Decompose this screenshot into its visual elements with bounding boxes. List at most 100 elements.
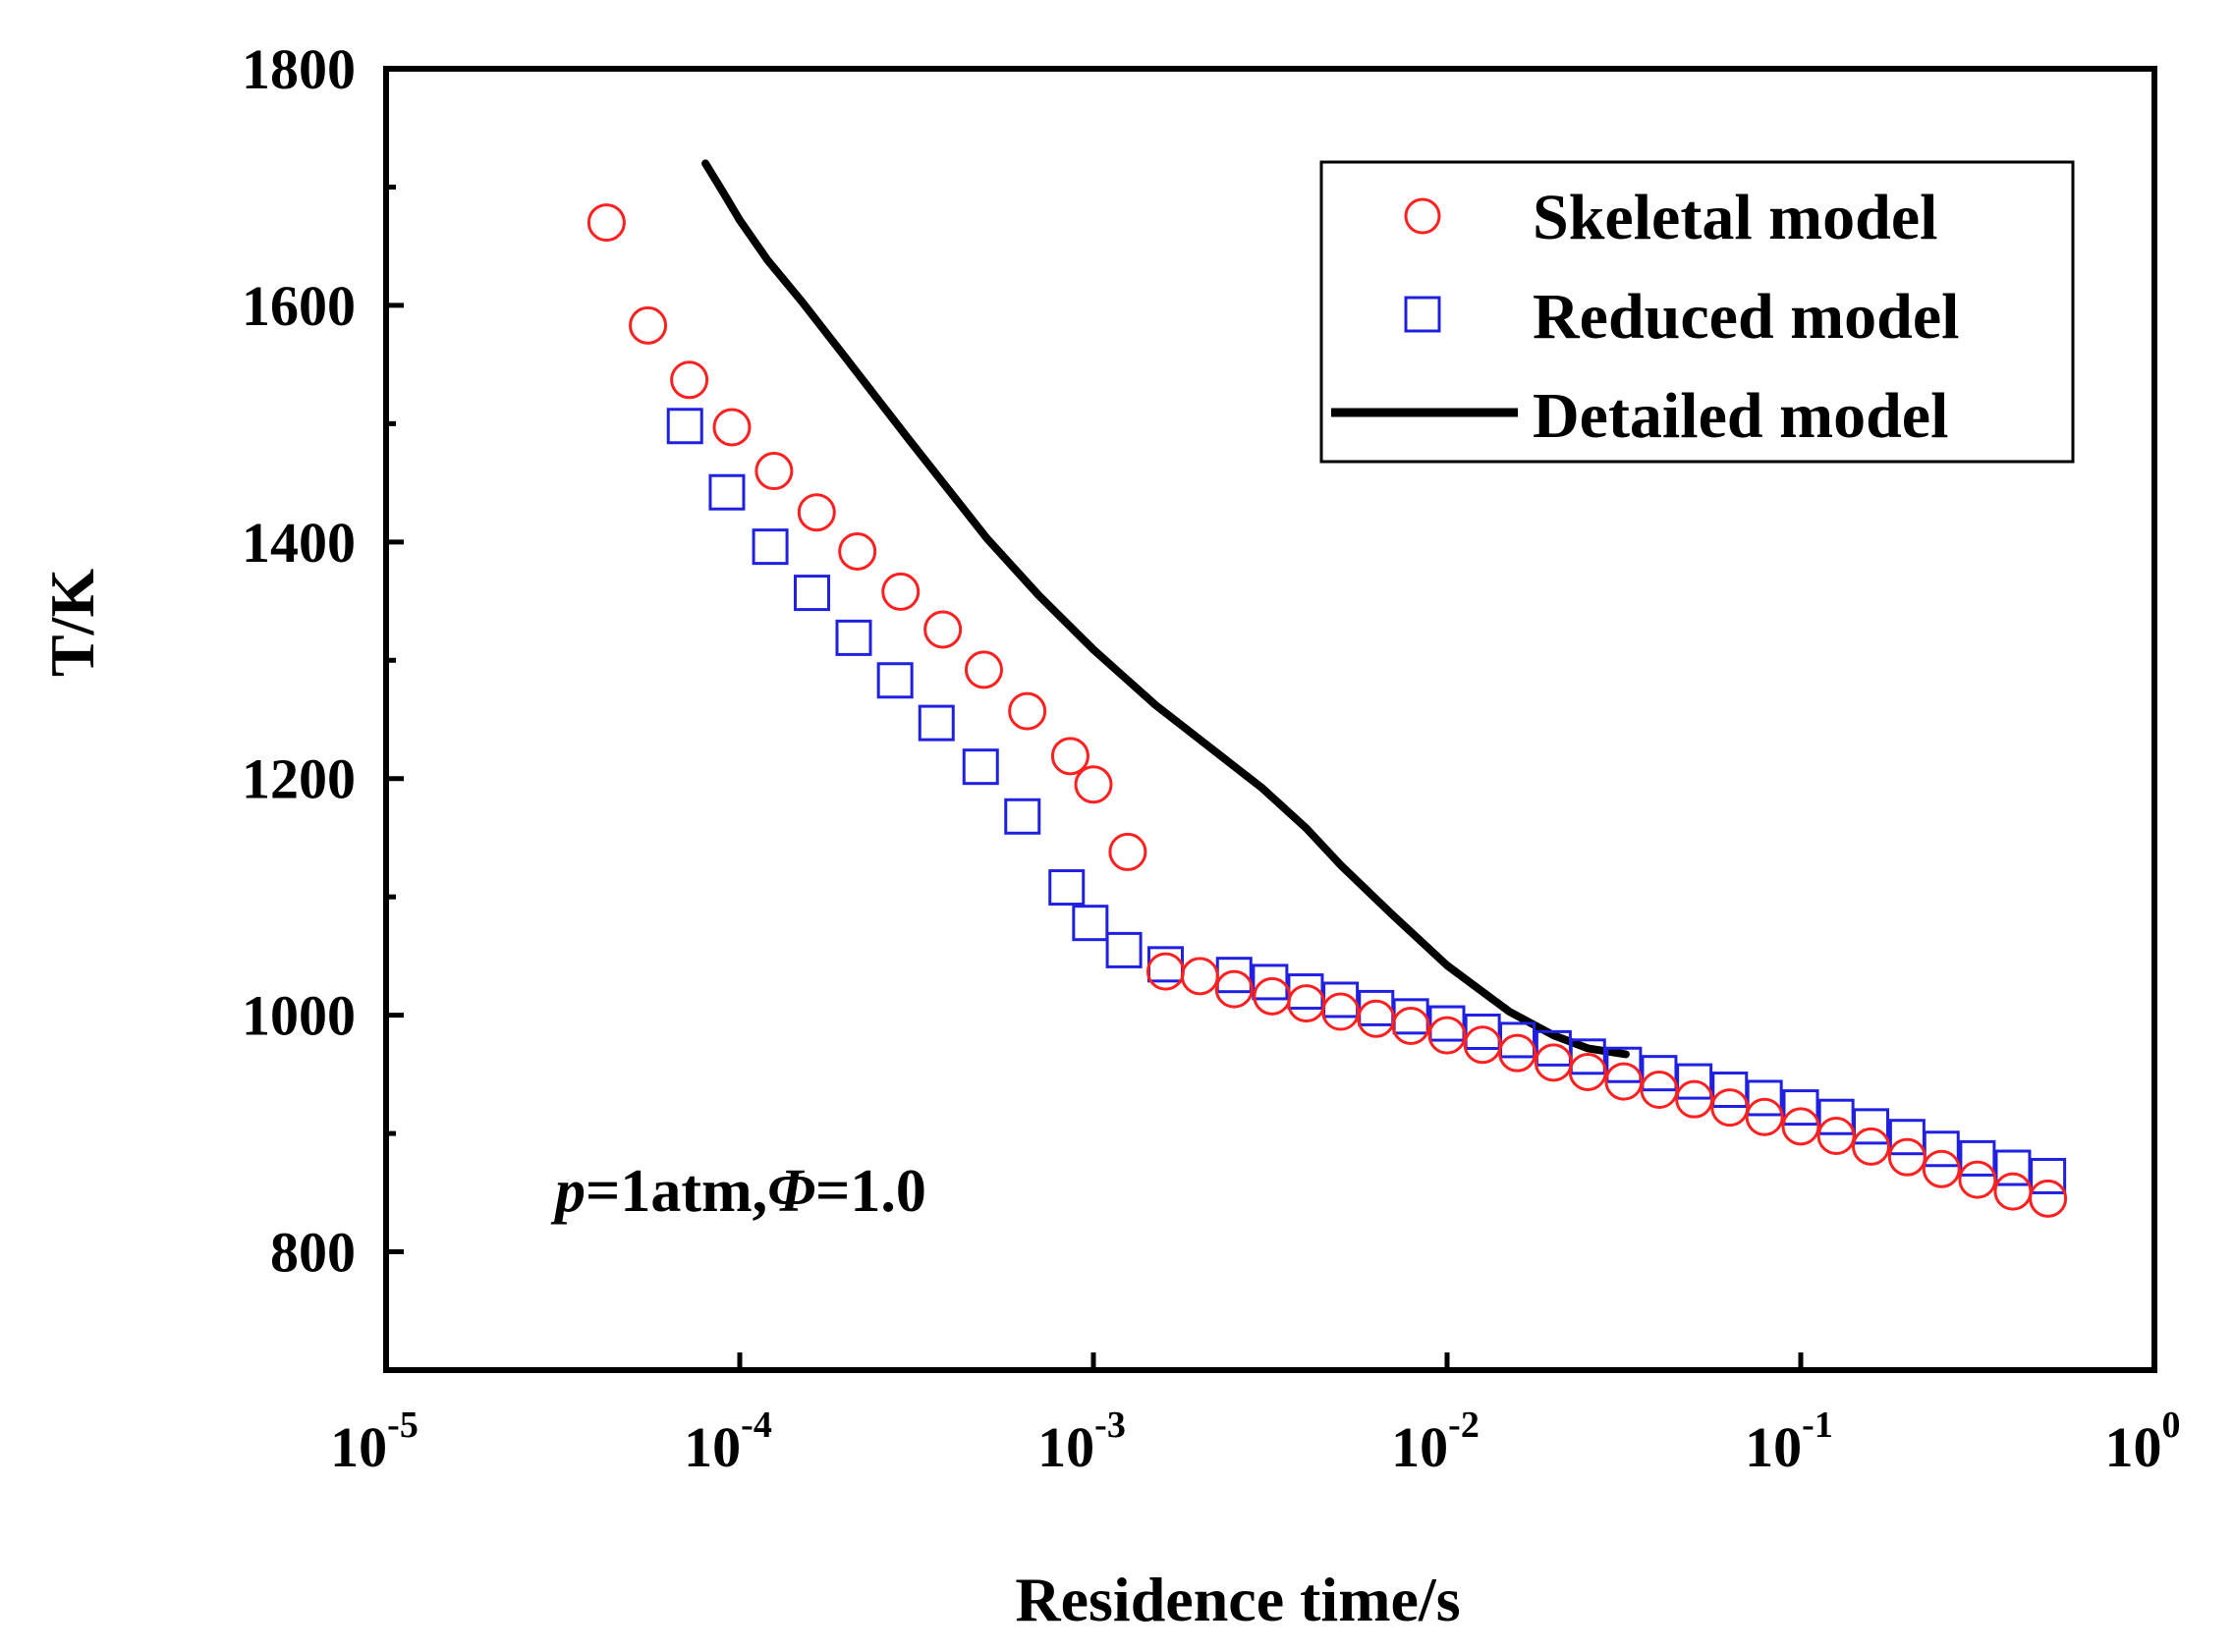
x-tick-exponent: 0	[2162, 1404, 2181, 1446]
skeletal-model-point	[1816, 1117, 1856, 1155]
reduced-model-point	[1853, 1108, 1890, 1145]
reduced-model-point	[1605, 1046, 1643, 1083]
x-tick-label: 10-4	[684, 1404, 772, 1479]
series-reduced-model	[666, 408, 2067, 1194]
skeletal-model-point	[1145, 952, 1185, 991]
skeletal-model-point	[1958, 1160, 1997, 1199]
skeletal-model-point	[712, 408, 752, 447]
skeletal-model-point	[1887, 1137, 1927, 1177]
reduced-model-point	[1048, 869, 1086, 907]
skeletal-model-point	[586, 203, 626, 243]
annotation-phi: Φ	[767, 1158, 815, 1225]
y-tick-labels: 800 1000 1200 1400 1600 1800	[242, 37, 356, 1285]
skeletal-model-point	[1993, 1172, 2033, 1211]
skeletal-model-point	[1640, 1071, 1679, 1110]
reduced-model-point	[918, 704, 955, 742]
skeletal-model-point	[1463, 1025, 1502, 1065]
y-tick-label: 1400	[242, 511, 356, 575]
reduced-model-point	[1959, 1139, 1996, 1177]
skeletal-model-point	[964, 650, 1003, 689]
x-tick-exponent: -2	[1448, 1404, 1480, 1446]
x-tick-label: 10-3	[1037, 1404, 1126, 1479]
annotation-p: p	[550, 1158, 586, 1225]
skeletal-model-point	[1568, 1052, 1607, 1091]
y-axis-title: T/K	[37, 569, 107, 677]
legend: Skeletal model Reduced model Detailed mo…	[1319, 160, 2075, 464]
reduced-model-point	[876, 662, 914, 699]
reduced-model-point	[1072, 905, 1109, 942]
x-tick-base: 10	[2105, 1415, 2162, 1479]
reduced-model-point	[1994, 1149, 2032, 1186]
series-skeletal-model	[586, 203, 2068, 1218]
skeletal-model-point	[1710, 1088, 1750, 1128]
x-tick-base: 10	[330, 1415, 387, 1479]
x-axis-title: Residence time/s	[1015, 1565, 1460, 1634]
skeletal-model-point	[1050, 737, 1089, 776]
reduced-model-point	[1105, 931, 1143, 968]
reduced-model-point	[666, 408, 703, 445]
x-tick-base: 10	[1745, 1415, 1802, 1479]
legend-marker-reduced	[1404, 296, 1441, 333]
x-tick-exponent: -1	[1802, 1404, 1833, 1446]
x-tick-base: 10	[1037, 1415, 1094, 1479]
skeletal-model-point	[1391, 1006, 1430, 1045]
reduced-model-point	[1358, 989, 1395, 1026]
skeletal-model-point	[754, 452, 794, 491]
skeletal-model-point	[670, 360, 709, 400]
skeletal-model-point	[1321, 992, 1361, 1031]
reduced-model-point	[835, 619, 872, 656]
annotation-part1: =1atm,	[586, 1158, 767, 1225]
reduced-model-point	[1428, 1005, 1466, 1042]
x-tick-exponent: -4	[741, 1404, 772, 1446]
reduced-model-point	[1392, 998, 1429, 1035]
legend-label-reduced: Reduced model	[1533, 281, 1959, 353]
skeletal-model-point	[1180, 957, 1219, 996]
reduced-model-point	[708, 473, 746, 511]
skeletal-model-point	[1781, 1107, 1820, 1146]
reduced-model-point	[1888, 1119, 1926, 1156]
series-detailed-model	[701, 159, 1630, 1059]
reduced-model-point	[1676, 1063, 1713, 1100]
reduced-model-point	[1641, 1055, 1678, 1092]
y-tick-label: 1200	[242, 747, 356, 811]
axis-ticks	[383, 66, 2157, 1370]
reduced-model-point	[752, 528, 789, 566]
y-tick-label: 1800	[242, 37, 356, 101]
reduced-model-point	[1746, 1079, 1783, 1117]
plot-frame	[383, 66, 2157, 1373]
skeletal-model-point	[1604, 1062, 1644, 1101]
reduced-model-point	[793, 575, 830, 612]
skeletal-model-point	[1534, 1043, 1573, 1082]
reduced-model-point	[1252, 964, 1289, 1001]
skeletal-model-point	[1074, 765, 1113, 804]
skeletal-model-point	[1427, 1016, 1467, 1055]
skeletal-model-point	[838, 531, 877, 571]
skeletal-model-point	[1108, 832, 1147, 871]
skeletal-model-point	[2029, 1179, 2068, 1218]
skeletal-model-point	[1852, 1127, 1891, 1166]
condition-annotation: p=1atm,Φ=1.0	[550, 1158, 926, 1225]
detailed-model-line	[701, 159, 1630, 1059]
skeletal-model-point	[797, 493, 836, 532]
skeletal-model-point	[1357, 999, 1396, 1038]
reduced-model-point	[1782, 1089, 1819, 1127]
x-tick-label: 10-2	[1391, 1404, 1480, 1479]
skeletal-model-point	[1287, 984, 1326, 1023]
skeletal-model-point	[629, 305, 668, 345]
annotation-part2: =1.0	[815, 1158, 926, 1225]
y-tick-label: 1600	[242, 274, 356, 338]
reduced-model-point	[1923, 1130, 1960, 1168]
skeletal-model-point	[1214, 969, 1254, 1009]
reduced-model-point	[1004, 798, 1041, 835]
x-tick-label: 10-1	[1745, 1404, 1833, 1479]
x-tick-exponent: -3	[1094, 1404, 1126, 1446]
legend-label-skeletal: Skeletal model	[1533, 182, 1937, 253]
x-tick-label: 10-5	[330, 1404, 419, 1479]
skeletal-model-point	[1498, 1033, 1537, 1073]
reduced-model-point	[2030, 1157, 2067, 1194]
legend-marker-skeletal	[1404, 197, 1441, 235]
reduced-model-point	[962, 748, 999, 786]
x-tick-base: 10	[684, 1415, 741, 1479]
x-tick-label: 100	[2105, 1404, 2181, 1479]
